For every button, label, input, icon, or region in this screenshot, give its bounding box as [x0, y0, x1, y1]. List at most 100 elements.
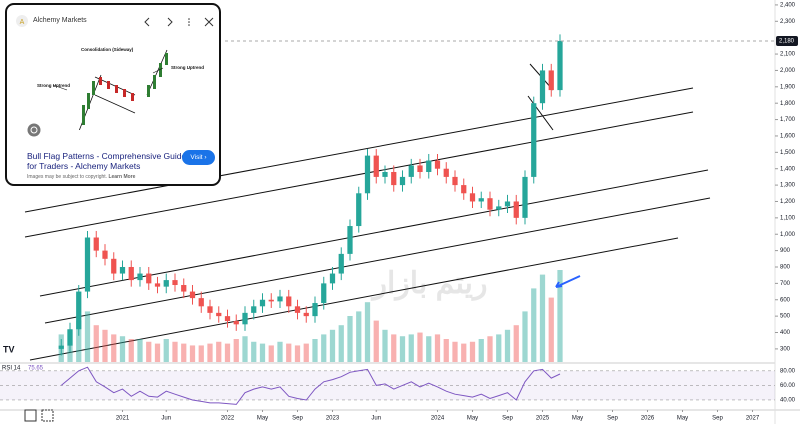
candle-body	[347, 226, 353, 254]
x-tick-label: Sep	[607, 416, 618, 422]
volume-bar	[154, 343, 161, 362]
y-tick-label: 1,600	[780, 134, 796, 140]
y-tick-label: 1,800	[780, 101, 796, 107]
candle-body	[181, 285, 187, 292]
volume-bar	[548, 297, 554, 362]
volume-bar	[198, 345, 204, 362]
volume-bar	[172, 341, 178, 362]
y-tick-label: 2,300	[780, 19, 796, 25]
volume-bar	[364, 302, 371, 362]
volume-bar	[312, 339, 318, 362]
candle-body	[146, 273, 152, 284]
candle-body	[434, 160, 441, 169]
candle-body	[548, 70, 554, 91]
candle-body	[373, 155, 379, 177]
volume-bar	[347, 316, 353, 362]
volume-bar	[522, 311, 528, 362]
candle-body	[399, 176, 406, 186]
volume-bar	[84, 311, 91, 362]
y-tick-label: 1,300	[780, 183, 796, 189]
x-tick-label: 2022	[221, 416, 235, 422]
y-tick-label: 1,200	[780, 199, 796, 205]
candle-body	[382, 171, 388, 177]
candle-body	[303, 312, 309, 317]
preview-image: Consolidation (Sideway) Strong Uptrend S…	[37, 47, 204, 130]
volume-bar	[216, 341, 222, 362]
candle-body	[557, 40, 563, 91]
y-tick-label: 2,100	[780, 52, 796, 58]
volume-bar	[469, 341, 476, 362]
volume-bar	[426, 336, 432, 362]
volume-bar	[76, 320, 82, 362]
volume-bar	[207, 343, 213, 362]
candle-body	[242, 312, 248, 325]
candle-body	[391, 171, 397, 186]
volume-bar	[181, 343, 187, 362]
volume-bar	[478, 339, 484, 362]
candle-body	[469, 193, 476, 202]
candle-body	[531, 103, 537, 177]
volume-bar	[504, 329, 511, 362]
candle-body	[452, 176, 458, 186]
y-tick-label: 800	[780, 265, 791, 271]
volume-bar	[163, 339, 169, 362]
rsi-tick-label: 60.00	[780, 383, 796, 389]
volume-bar	[417, 332, 423, 362]
tool-icon[interactable]	[24, 409, 37, 422]
source: Alchemy Markets	[33, 17, 87, 24]
visit-button[interactable]: Visit ›	[182, 150, 215, 165]
lens-icon[interactable]	[27, 123, 41, 137]
candle-body	[58, 345, 64, 349]
candle-body	[496, 206, 502, 210]
result-title[interactable]: Bull Flag Patterns - Comprehensive Guide…	[27, 151, 187, 171]
x-tick-label: Sep	[502, 416, 513, 422]
volume-bar	[251, 341, 257, 362]
volume-bar	[356, 311, 362, 362]
candle-body	[513, 201, 519, 218]
y-tick-label: 1,000	[780, 232, 796, 238]
y-tick-label: 1,400	[780, 166, 796, 172]
volume-bar	[382, 329, 388, 362]
candle-body	[172, 280, 178, 286]
volume-bar	[373, 320, 379, 362]
volume-bar	[408, 334, 414, 362]
volume-bar	[303, 343, 309, 362]
candle-body	[539, 70, 546, 104]
candle-body	[163, 280, 169, 287]
volume-bar	[137, 339, 143, 362]
volume-bar	[329, 329, 336, 362]
candle-body	[329, 273, 336, 284]
image-card: A Alchemy Markets Consolidation (Sideway…	[5, 3, 221, 186]
candle-body	[137, 273, 143, 281]
y-tick-label: 700	[780, 281, 791, 287]
x-tick-label: Jun	[371, 416, 381, 422]
volume-bar	[102, 329, 108, 362]
y-tick-label: 600	[780, 297, 791, 303]
site-icon: A	[16, 15, 28, 27]
card-controls[interactable]	[139, 15, 219, 29]
volume-bar	[294, 345, 301, 362]
volume-bar	[531, 288, 537, 362]
candle-body	[312, 303, 318, 317]
candle-body	[487, 198, 493, 210]
candle-body	[294, 306, 301, 313]
y-tick-label: 900	[780, 248, 791, 254]
volume-bar	[224, 343, 231, 362]
rsi-line	[60, 366, 561, 405]
rsi-tick-label: 80.00	[780, 368, 796, 374]
candle-body	[286, 296, 292, 307]
volume-bar	[286, 343, 292, 362]
volume-bar	[399, 336, 406, 362]
tool-icon[interactable]	[41, 409, 54, 422]
candle-body	[522, 176, 528, 218]
learn-more[interactable]: Learn More	[108, 174, 136, 180]
y-tick-label: 1,900	[780, 84, 796, 90]
volume-bar	[119, 336, 126, 362]
candle-body	[321, 283, 327, 304]
candle-body	[76, 291, 82, 330]
watermark: ریتم بازار	[371, 267, 488, 301]
volume-bar	[461, 343, 467, 362]
candle-body	[207, 306, 213, 313]
y-tick-label: 500	[780, 314, 791, 320]
